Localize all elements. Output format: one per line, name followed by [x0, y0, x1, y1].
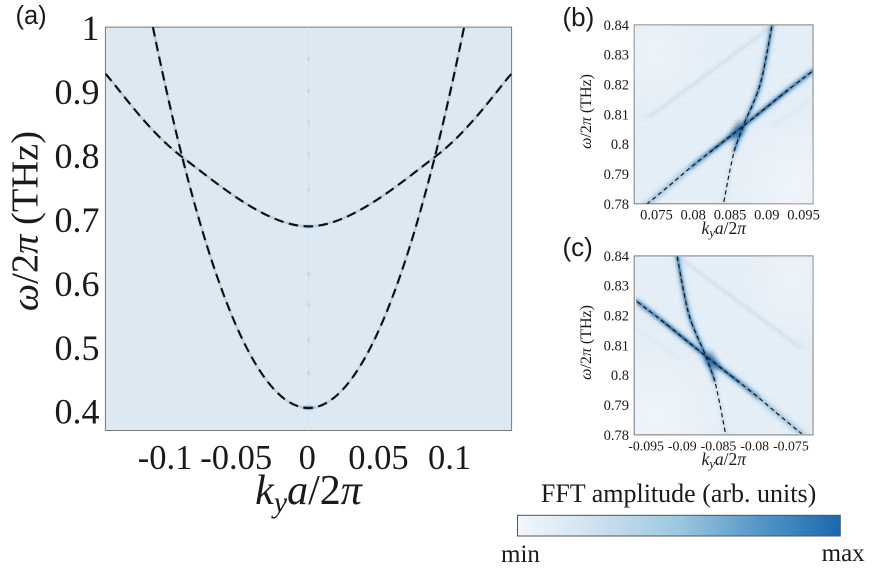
- svg-text:(b): (b): [563, 2, 595, 32]
- svg-text:0.9: 0.9: [55, 72, 100, 112]
- svg-text:ω/2π (THz): ω/2π (THz): [578, 305, 595, 380]
- svg-text:0.84: 0.84: [604, 18, 630, 34]
- svg-text:-0.08: -0.08: [740, 439, 769, 454]
- svg-text:kya/2π: kya/2π: [702, 449, 748, 471]
- svg-text:(a): (a): [16, 2, 47, 30]
- svg-text:0.8: 0.8: [55, 136, 100, 176]
- svg-text:0.6: 0.6: [55, 264, 100, 304]
- svg-text:-0.095: -0.095: [628, 439, 664, 454]
- svg-text:0.79: 0.79: [604, 167, 629, 183]
- svg-text:0.085: 0.085: [714, 208, 747, 224]
- svg-text:0.075: 0.075: [640, 208, 673, 224]
- svg-text:min: min: [501, 541, 540, 568]
- svg-text:0.78: 0.78: [604, 428, 629, 444]
- svg-text:0.81: 0.81: [604, 338, 629, 354]
- svg-text:0.1: 0.1: [428, 439, 471, 477]
- svg-text:max: max: [822, 540, 866, 567]
- svg-text:-0.05: -0.05: [200, 439, 272, 477]
- svg-text:FFT amplitude (arb. units): FFT amplitude (arb. units): [541, 479, 816, 508]
- svg-text:-0.085: -0.085: [701, 439, 737, 454]
- svg-text:0.83: 0.83: [604, 48, 629, 64]
- svg-text:0.84: 0.84: [604, 249, 630, 265]
- svg-text:0.79: 0.79: [604, 398, 629, 414]
- svg-text:kya/2π: kya/2π: [702, 218, 748, 240]
- svg-text:0.09: 0.09: [754, 208, 779, 224]
- svg-text:ω/2π (THz): ω/2π (THz): [5, 131, 47, 311]
- svg-text:ω/2π (THz): ω/2π (THz): [578, 74, 595, 149]
- svg-text:0.78: 0.78: [604, 197, 629, 213]
- svg-text:0: 0: [299, 439, 316, 477]
- svg-text:-0.09: -0.09: [668, 439, 697, 454]
- svg-text:0.08: 0.08: [681, 208, 706, 224]
- svg-text:-0.075: -0.075: [773, 439, 809, 454]
- svg-text:0.83: 0.83: [604, 279, 629, 295]
- svg-text:0.4: 0.4: [55, 392, 100, 432]
- svg-text:0.82: 0.82: [604, 309, 629, 325]
- svg-text:0.05: 0.05: [348, 439, 408, 477]
- svg-text:0.5: 0.5: [55, 328, 100, 368]
- svg-text:0.8: 0.8: [611, 137, 629, 153]
- svg-text:0.8: 0.8: [611, 368, 629, 384]
- svg-text:-0.1: -0.1: [138, 439, 193, 477]
- svg-text:0.81: 0.81: [604, 107, 629, 123]
- svg-text:0.82: 0.82: [604, 78, 629, 94]
- svg-text:0.7: 0.7: [55, 200, 100, 240]
- svg-text:(c): (c): [563, 232, 593, 262]
- svg-text:kya/2π: kya/2π: [255, 468, 363, 519]
- svg-text:1: 1: [82, 8, 100, 48]
- svg-text:0.095: 0.095: [787, 208, 820, 224]
